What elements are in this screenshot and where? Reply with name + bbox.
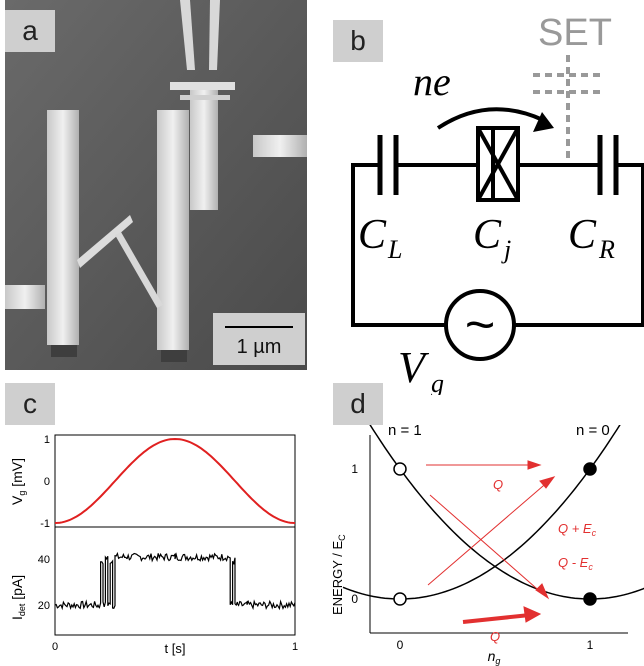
arrow-q-plus-ec-head <box>539 476 556 489</box>
vg-sub: g <box>431 369 444 395</box>
c-top-tick-0: 0 <box>44 476 50 488</box>
chart-c-top-frame <box>54 434 296 528</box>
scalebar-label: 1 µm <box>236 336 282 358</box>
c-top-tick-1: 1 <box>44 434 50 446</box>
junction-cj <box>476 126 520 202</box>
arrow-q-minus-ec <box>429 494 545 596</box>
sem-image <box>5 0 307 370</box>
cl-label: C <box>358 212 387 258</box>
cj-label: C <box>473 212 502 258</box>
left-electrode <box>47 110 79 345</box>
cl-sub: L <box>387 235 402 264</box>
label-q-top: Q <box>493 477 503 492</box>
label-q-bottom: Q <box>490 629 500 644</box>
c-bottom-ylabel: Idet [pA] <box>9 575 27 620</box>
panel-label-c: c <box>5 383 55 425</box>
d-xtick-0: 0 <box>397 638 404 652</box>
energy-point-0 <box>393 462 407 476</box>
circuit-diagram: SET ne C L C j C R ~ V g <box>351 12 644 395</box>
right-electrode <box>157 110 189 350</box>
c-bottom-tick-20: 20 <box>38 600 50 612</box>
c-top-ylabel: Vg [mV] <box>9 458 27 505</box>
c-top-tick-neg1: -1 <box>40 518 50 530</box>
chart-c: 1 0 -1 40 20 Vg [mV] Idet [pA] 0 1 t [s] <box>9 434 298 656</box>
d-ytick-0: 0 <box>351 592 358 606</box>
c-xlabel: t [s] <box>165 641 186 656</box>
energy-point-3 <box>583 592 597 606</box>
label-q-minus-ec: Q - Ec <box>558 555 593 572</box>
ne-label: ne <box>413 59 451 104</box>
d-ylabel: ENERGY / EC <box>330 534 347 615</box>
cr-sub: R <box>598 235 615 264</box>
capacitor-cr <box>597 135 619 195</box>
c-bottom-tick-40: 40 <box>38 554 50 566</box>
panel-a-image: a 1 µm <box>5 0 307 370</box>
d-xtick-1: 1 <box>587 638 594 652</box>
arrow-q-bottom <box>462 613 531 624</box>
label-q-plus-ec: Q + Ec <box>558 521 597 538</box>
capacitor-cl <box>377 135 399 195</box>
c-xtick-0: 0 <box>52 641 58 653</box>
d-xlabel: ng <box>488 648 501 666</box>
set-island <box>190 85 218 210</box>
parabola-n1 <box>369 425 644 600</box>
panel-label-d: d <box>333 383 383 425</box>
panel-label-b: b <box>333 20 383 62</box>
chart-c-bottom-frame <box>54 526 296 636</box>
cr-label: C <box>568 212 597 258</box>
ac-source <box>444 289 516 361</box>
tunneling-arrow <box>436 107 544 130</box>
d-ytick-1: 1 <box>351 462 358 476</box>
vg-label: V <box>398 343 430 392</box>
ac-source-symbol: ~ <box>465 296 495 354</box>
energy-point-2 <box>583 462 597 476</box>
circuit-wires <box>351 163 644 327</box>
arrow-q-minus-ec-head <box>535 583 550 600</box>
chart-d: 1 0 0 1 ENERGY / EC ng n = 1 n = 0 Q Q +… <box>330 425 644 666</box>
set-dashed-symbol <box>533 55 603 160</box>
scalebar-box <box>213 313 305 365</box>
cj-sub: j <box>501 235 511 264</box>
arrow-q-plus-ec <box>427 479 551 586</box>
d-arrows <box>426 460 556 624</box>
energy-point-1 <box>393 592 407 606</box>
d-n0-label: n = 0 <box>576 425 610 439</box>
arrow-q-top-head <box>527 460 542 470</box>
c-xtick-1: 1 <box>292 641 298 653</box>
set-label: SET <box>538 12 612 54</box>
d-n1-label: n = 1 <box>388 425 422 439</box>
vg-sine-line <box>54 437 296 524</box>
idet-trace-line <box>54 551 296 611</box>
panel-label-a: a <box>5 10 55 52</box>
arrow-q-bottom-head <box>523 606 542 623</box>
